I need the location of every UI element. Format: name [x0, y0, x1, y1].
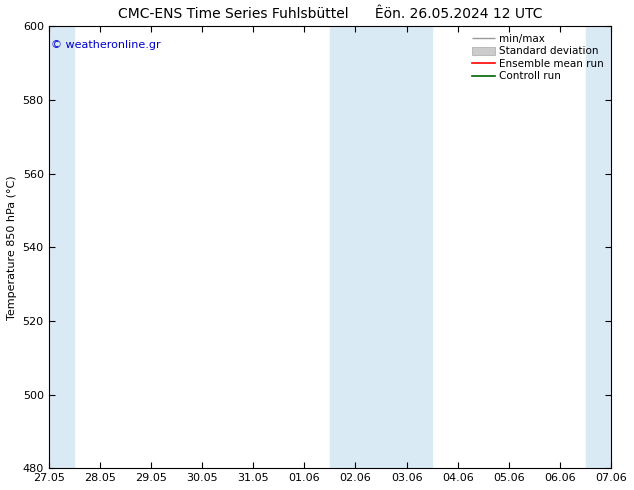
- Bar: [586, 26, 634, 468]
- Bar: [330, 26, 432, 468]
- Title: CMC-ENS Time Series Fuhlsbüttel      Êön. 26.05.2024 12 UTC: CMC-ENS Time Series Fuhlsbüttel Êön. 26.…: [118, 7, 542, 21]
- Legend: min/max, Standard deviation, Ensemble mean run, Controll run: min/max, Standard deviation, Ensemble me…: [470, 31, 606, 83]
- Text: © weatheronline.gr: © weatheronline.gr: [51, 40, 161, 49]
- Y-axis label: Temperature 850 hPa (°C): Temperature 850 hPa (°C): [7, 175, 17, 319]
- Bar: [49, 26, 74, 468]
